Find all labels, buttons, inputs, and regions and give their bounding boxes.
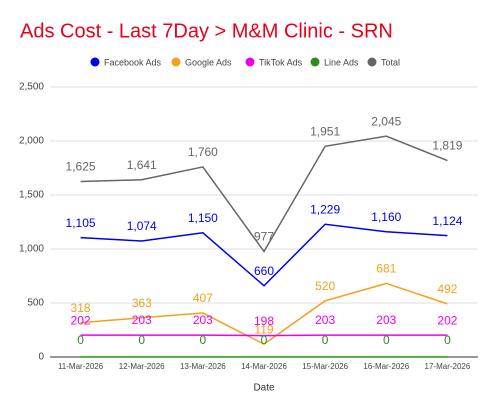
data-label: 203: [193, 313, 213, 327]
data-label: 202: [437, 313, 457, 327]
legend-marker: [90, 57, 100, 67]
data-label: 318: [71, 301, 91, 315]
data-label: 203: [315, 313, 335, 327]
data-label: 0: [322, 333, 329, 347]
x-tick-label: 15-Mar-2026: [302, 362, 348, 371]
data-label: 1,819: [432, 139, 462, 153]
series-line: [80, 334, 448, 337]
data-label: 1,124: [432, 214, 462, 228]
data-label: 1,641: [127, 158, 157, 172]
data-label: 520: [315, 279, 335, 293]
data-label: 0: [200, 333, 207, 347]
legend-label: Google Ads: [185, 57, 232, 67]
data-label: 977: [254, 230, 274, 244]
legend-label: Line Ads: [324, 57, 359, 67]
legend-label: Facebook Ads: [104, 57, 162, 67]
data-label: 1,105: [66, 216, 96, 230]
y-tick-label: 500: [27, 298, 44, 309]
data-label: 2,045: [371, 114, 401, 128]
data-label: 407: [193, 291, 213, 305]
data-label: 0: [261, 333, 268, 347]
data-label: 1,150: [188, 211, 218, 225]
x-tick-label: 14-Mar-2026: [241, 362, 287, 371]
data-label: 0: [444, 333, 451, 347]
data-label: 1,229: [310, 202, 340, 216]
y-tick-label: 2,000: [19, 136, 44, 147]
chart-title: Ads Cost - Last 7Day > M&M Clinic - SRN: [20, 20, 393, 42]
data-label: 119: [254, 322, 273, 336]
y-tick-label: 1,500: [19, 190, 44, 201]
data-label: 202: [71, 313, 91, 327]
legend-marker: [171, 57, 181, 67]
data-label: 660: [254, 264, 274, 278]
x-tick-label: 17-Mar-2026: [425, 362, 471, 371]
data-label: 1,074: [127, 219, 157, 233]
series-line: [80, 282, 448, 346]
data-label: 1,951: [310, 124, 340, 138]
legend-marker: [310, 57, 320, 67]
data-label: 1,760: [188, 145, 218, 159]
y-tick-label: 0: [38, 352, 44, 363]
y-tick-label: 1,000: [19, 244, 44, 255]
x-tick-label: 13-Mar-2026: [180, 362, 226, 371]
data-label: 0: [77, 333, 84, 347]
data-label: 198: [254, 314, 274, 328]
x-axis-label: Date: [253, 383, 275, 394]
series-line: [80, 135, 448, 253]
legend-marker: [367, 57, 377, 67]
data-label: 492: [437, 282, 457, 296]
y-tick-label: 2,500: [19, 82, 44, 93]
x-tick-label: 16-Mar-2026: [363, 362, 409, 371]
x-tick-label: 12-Mar-2026: [119, 362, 165, 371]
data-label: 203: [132, 313, 152, 327]
data-label: 363: [132, 296, 152, 310]
data-label: 0: [383, 333, 390, 347]
data-label: 1,625: [66, 160, 96, 174]
data-label: 1,160: [371, 210, 401, 224]
series-line: [80, 223, 448, 287]
legend-marker: [245, 57, 255, 67]
data-label: 681: [376, 262, 396, 276]
data-label: 0: [138, 333, 145, 347]
legend-label: Total: [381, 57, 400, 67]
legend-label: TikTok Ads: [259, 57, 303, 67]
x-tick-label: 11-Mar-2026: [58, 362, 104, 371]
data-label: 203: [376, 313, 396, 327]
